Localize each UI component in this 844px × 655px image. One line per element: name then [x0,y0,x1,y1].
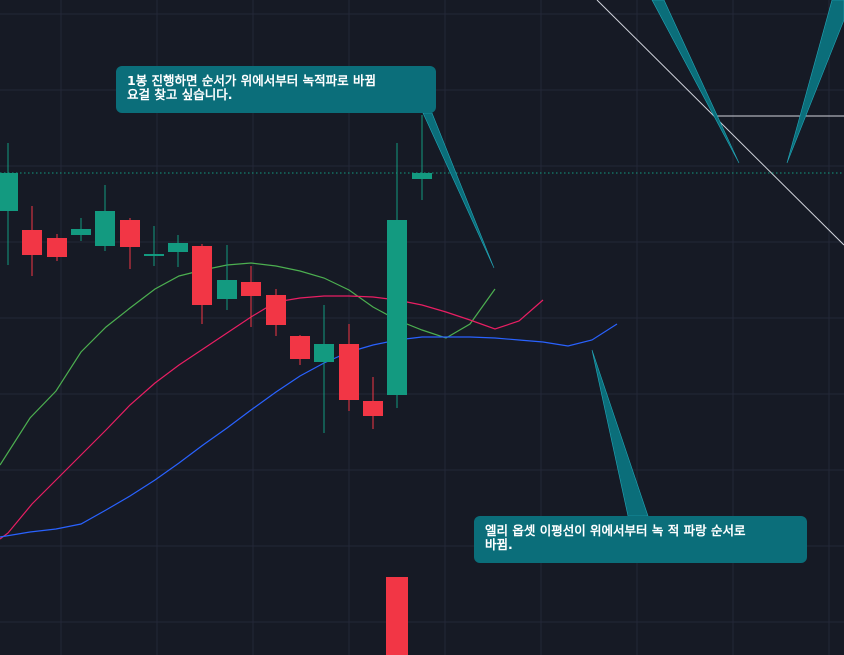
candle-body [217,280,237,299]
candle-body [47,238,67,257]
candle-body [412,173,432,179]
candle-body [71,229,91,235]
candle-body [266,295,286,325]
callout-box [116,66,436,113]
candle-3[interactable] [71,218,91,241]
callout-text-line: 1봉 진행하면 순서가 위에서부터 녹적파로 바뀜 [127,73,376,88]
callout-text-line: 바뀜. [485,537,513,552]
volume-bar [386,577,408,655]
callout-text-line: 엘리 옵셋 이평선이 위에서부터 녹 적 파랑 순서로 [485,523,746,538]
ma-line-green[interactable] [0,262,496,466]
callout-box [474,516,807,563]
callout-pointer-upper-right-2 [786,0,844,164]
candle-body [241,282,261,296]
candle-2[interactable] [47,234,67,261]
candle-13[interactable] [314,305,334,433]
candle-11[interactable] [266,289,286,336]
candle-17[interactable] [412,115,432,200]
candle-0[interactable] [0,143,18,265]
candle-5[interactable] [120,218,140,269]
candle-body [387,220,407,395]
candle-16[interactable] [387,143,407,408]
volume-layer [386,577,408,655]
candle-8[interactable] [192,244,212,324]
callout-text-line: 요걸 찾고 싶습니다. [127,87,232,102]
candle-14[interactable] [339,324,359,411]
candle-body [192,246,212,305]
candle-7[interactable] [168,235,188,267]
candles-layer [0,115,432,433]
ma-line-red[interactable] [0,295,544,540]
candle-body [144,254,164,256]
candle-body [339,344,359,400]
candle-body [0,173,18,211]
ma-line-blue[interactable] [0,323,618,538]
candle-4[interactable] [95,185,115,251]
candle-body [120,220,140,247]
candle-15[interactable] [363,377,383,429]
candle-body [314,344,334,362]
moving-averages [0,262,618,540]
candle-body [168,243,188,252]
candle-10[interactable] [241,266,261,327]
candle-body [363,401,383,416]
candle-body [290,336,310,359]
candle-6[interactable] [144,226,164,266]
candle-body [95,211,115,246]
candle-12[interactable] [290,335,310,365]
candle-1[interactable] [22,206,42,276]
drawing-tools-layer [596,0,844,246]
candle-body [22,230,42,255]
candle-9[interactable] [217,245,237,310]
callout-pointer-upper-right-1 [651,0,740,164]
